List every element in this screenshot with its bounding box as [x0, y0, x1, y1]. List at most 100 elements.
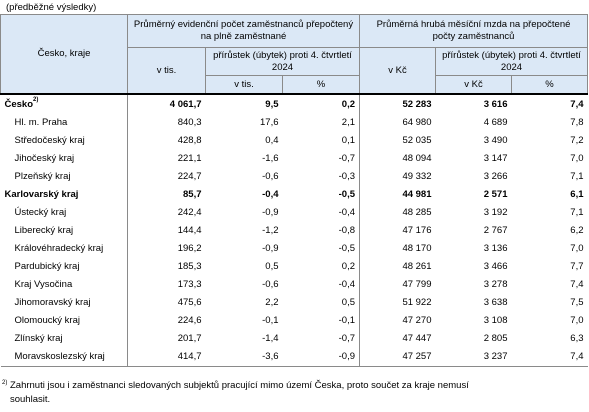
- cell-wage: 48 285: [359, 204, 436, 222]
- cell-employees: 242,4: [127, 204, 206, 222]
- table-row: Hl. m. Praha 840,3 17,6 2,1 64 980 4 689 7,8: [1, 114, 588, 132]
- cell-employees: 221,1: [127, 150, 206, 168]
- cell-employees-change-pct: 0,2: [282, 93, 360, 114]
- wage-change-abs-header: v Kč: [435, 75, 512, 95]
- cell-wage: 47 270: [359, 312, 436, 330]
- cell-employees-change: -1,6: [262, 153, 279, 164]
- cell-employees: 173,3: [127, 276, 206, 294]
- table-row: Olomoucký kraj 224,6 -0,1 -0,1 47 270 3 108 7,…: [1, 312, 588, 330]
- table-row: Moravskoslezský kraj 414,7 -3,6 -0,9 47 257 3…: [0, 348, 588, 367]
- table-row: Jihočeský kraj 221,1 -1,6 -0,7 48 094 3 147 7,…: [1, 150, 588, 168]
- cell-wage-change-pct: 7,4: [570, 279, 584, 290]
- row-name: Středočeský kraj: [14, 135, 85, 146]
- cell-wage: 49 332: [359, 168, 436, 186]
- cell-wage-change: 2 571: [483, 189, 508, 200]
- cell-employees-change: -0,6: [262, 171, 279, 182]
- row-name: Česko2): [0, 93, 128, 114]
- cell-employees: 201,7: [127, 330, 206, 348]
- cell-wage: 48 094: [359, 150, 436, 168]
- cell-employees: 185,3: [127, 258, 206, 276]
- cell-wage: 47 257: [359, 348, 436, 367]
- cell-employees: 4 061,7: [127, 93, 206, 114]
- cell-wage-change-pct: 6,1: [570, 189, 584, 200]
- cell-wage-change: 2 767: [483, 225, 508, 236]
- cell-employees-change: -1,2: [262, 225, 279, 236]
- cell-wage-change: 3 616: [435, 93, 512, 114]
- row-name: Plzeňský kraj: [14, 171, 71, 182]
- row-name: Královéhradecký kraj: [14, 243, 104, 254]
- wage-change-header: přírůstek (úbytek) proti 4. čtvrtletí 20…: [435, 47, 588, 76]
- cell-wage: 44 981: [359, 186, 436, 204]
- table-row-total: Česko2) 4 061,7 9,5 0,2 52 283 3 616 7,4: [0, 93, 588, 114]
- cell-employees-change: -1,4: [262, 333, 279, 344]
- cell-wage: 51 922: [359, 294, 436, 312]
- table-row: Kraj Vysočina 173,3 -0,6 -0,4 47 799 3 278 7,4: [1, 276, 588, 294]
- row-name: Olomoucký kraj: [14, 315, 80, 326]
- cell-employees: 428,8: [127, 132, 206, 150]
- employees-change-abs-header: v tis.: [205, 75, 283, 95]
- cell-wage: 64 980: [359, 114, 436, 132]
- cell-employees-change-pct: 2,1: [341, 117, 355, 128]
- cell-employees-change-pct: -0,3: [338, 171, 355, 182]
- cell-wage-change: 3 237: [435, 348, 512, 367]
- table-row: Liberecký kraj 144,4 -1,2 -0,8 47 176 2 767 6,…: [1, 222, 588, 240]
- cell-wage-change-pct: 7,1: [570, 171, 584, 182]
- row-name: Jihomoravský kraj: [14, 297, 91, 308]
- cell-employees-change-pct: -0,4: [338, 279, 355, 290]
- table-row: Ústecký kraj 242,4 -0,9 -0,4 48 285 3 192 7,1: [1, 204, 588, 222]
- table-row: Středočeský kraj 428,8 0,4 0,1 52 035 3 490 7,…: [1, 132, 588, 150]
- cell-employees: 85,7: [127, 186, 206, 204]
- cell-wage-change: 3 278: [483, 279, 508, 290]
- cell-wage-change-pct: 7,4: [511, 348, 588, 367]
- cell-wage: 47 799: [359, 276, 436, 294]
- table-caption: (předběžné výsledky): [6, 2, 97, 13]
- cell-wage-change-pct: 7,0: [570, 153, 584, 164]
- cell-wage-change: 2 805: [483, 333, 508, 344]
- cell-employees-change: -0,4: [262, 189, 279, 200]
- cell-wage: 47 176: [359, 222, 436, 240]
- row-name: Zlínský kraj: [14, 333, 63, 344]
- cell-wage-change: 4 689: [483, 117, 508, 128]
- cell-employees-change-pct: -0,5: [338, 243, 355, 254]
- footnote-text: Zahrnuti jsou i zaměstnanci sledovaných …: [9, 380, 469, 405]
- cell-employees-change: -0,6: [262, 279, 279, 290]
- cell-wage: 47 447: [359, 330, 436, 348]
- cell-employees: 414,7: [127, 348, 206, 367]
- cell-employees-change-pct: -0,7: [338, 333, 355, 344]
- cell-employees: 840,3: [127, 114, 206, 132]
- footnote: 2) Zahrnuti jsou i zaměstnanci sledovaný…: [2, 379, 582, 407]
- cell-employees-change-pct: 0,2: [341, 261, 355, 272]
- row-name: Moravskoslezský kraj: [0, 348, 128, 367]
- cell-employees-change: 2,2: [265, 297, 279, 308]
- cell-wage-change-pct: 6,2: [570, 225, 584, 236]
- cell-employees-change-pct: -0,7: [338, 153, 355, 164]
- cell-wage-change: 3 490: [483, 135, 508, 146]
- cell-wage-change: 3 266: [483, 171, 508, 182]
- table-row: Plzeňský kraj 224,7 -0,6 -0,3 49 332 3 266 7,1: [1, 168, 588, 186]
- cell-wage-change-pct: 7,0: [570, 315, 584, 326]
- cell-employees: 144,4: [127, 222, 206, 240]
- cell-wage-change-pct: 7,5: [570, 297, 584, 308]
- cell-wage-change-pct: 7,1: [570, 207, 584, 218]
- wage-statistics-table: Česko, kraje Průměrný evidenční počet za…: [0, 14, 588, 367]
- cell-employees-change: -0,9: [262, 207, 279, 218]
- cell-employees-change: 0,4: [265, 135, 279, 146]
- row-name: Ústecký kraj: [14, 207, 67, 218]
- footnote-mark: 2): [2, 380, 8, 386]
- cell-wage-change-pct: 7,4: [511, 93, 588, 114]
- row-name: Jihočeský kraj: [14, 153, 75, 164]
- employees-change-pct-header: %: [282, 75, 360, 95]
- cell-employees-change: -0,9: [262, 243, 279, 254]
- employees-change-header: přírůstek (úbytek) proti 4. čtvrtletí 20…: [205, 47, 360, 76]
- table-row: Jihomoravský kraj 475,6 2,2 0,5 51 922 3 638 7…: [1, 294, 588, 312]
- row-name: Karlovarský kraj: [4, 189, 79, 200]
- cell-employees-change: -3,6: [205, 348, 283, 367]
- cell-wage: 48 170: [359, 240, 436, 258]
- cell-employees: 475,6: [127, 294, 206, 312]
- wage-change-pct-header: %: [511, 75, 588, 95]
- region-column-header: Česko, kraje: [0, 14, 128, 95]
- cell-employees-change-pct: -0,9: [282, 348, 360, 367]
- cell-wage: 52 283: [359, 93, 436, 114]
- row-name: Hl. m. Praha: [14, 117, 68, 128]
- wage-group-header: Průměrná hrubá měsíční mzda na přepočten…: [359, 14, 588, 48]
